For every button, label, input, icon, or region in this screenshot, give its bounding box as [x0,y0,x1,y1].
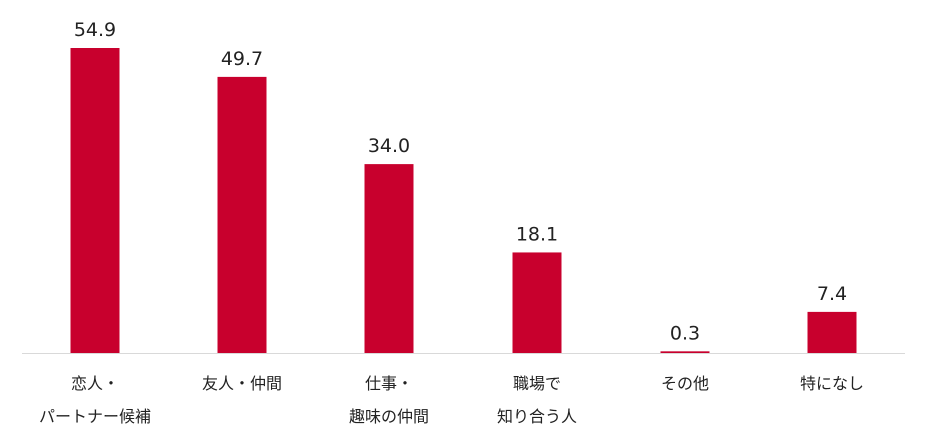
category-label-3-line-2: 趣味の仲間 [349,407,429,426]
data-label-2: 49.7 [221,48,263,70]
data-label-1: 54.9 [74,19,116,41]
category-label-1-line-2: パートナー候補 [39,407,151,426]
data-label-5: 0.3 [670,322,700,344]
category-label-4-line-2: 知り合う人 [497,407,577,426]
category-label-1-line-1: 恋人・ [71,374,119,393]
bar-4 [512,252,562,353]
data-label-3: 34.0 [368,135,410,157]
bar-5 [660,351,710,353]
bar-1 [70,48,120,353]
category-label-6-line-1: 特になし [800,374,864,393]
bar-3 [364,164,414,353]
data-label-6: 7.4 [817,283,847,305]
category-label-3-line-1: 仕事・ [365,374,413,393]
bar-2 [217,76,267,353]
data-label-4: 18.1 [516,223,558,245]
category-label-5-line-1: その他 [661,374,709,393]
category-label-4-line-1: 職場で [513,374,561,393]
category-label-2-line-1: 友人・仲間 [202,374,282,393]
bar-6 [807,311,857,353]
